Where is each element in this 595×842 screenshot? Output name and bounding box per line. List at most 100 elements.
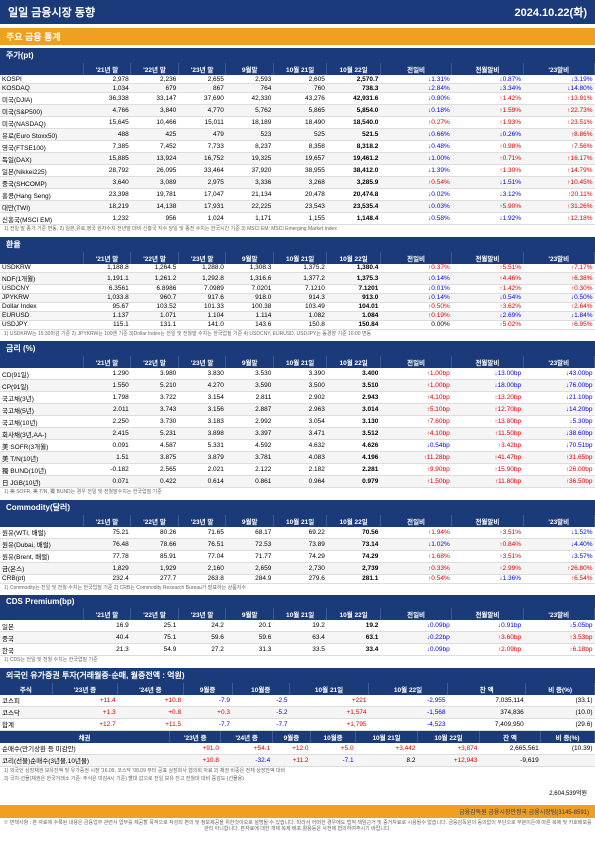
cell: -7.1 xyxy=(311,754,356,766)
cell: 960.7 xyxy=(131,293,179,302)
cell: +3,442 xyxy=(356,743,418,755)
cell: 중국(SHCOMP) xyxy=(0,177,83,189)
cell: ↑16.17% xyxy=(523,153,594,165)
cell: ↓0.50% xyxy=(523,293,594,302)
cell: 2.250 xyxy=(83,416,131,428)
cell: +221 xyxy=(290,695,369,707)
cell: 20,478 xyxy=(273,189,327,201)
cell: 74.29 xyxy=(327,550,381,562)
cell: 80.26 xyxy=(131,527,179,539)
cell: 0.861 xyxy=(226,476,274,488)
col-header: '23말비 xyxy=(523,515,594,527)
table-row: 美 T/N(10년)1.513.8753.8793.7814.0834.196↑… xyxy=(0,452,595,464)
cell: ↓0.14% xyxy=(380,293,451,302)
col-header: 10월 22일 xyxy=(327,515,381,527)
cell: 중국 xyxy=(0,632,83,644)
cell: 회사채(3년,AA-) xyxy=(0,428,83,440)
cell: EURUSD xyxy=(0,311,83,320)
cell: 131.1 xyxy=(131,320,179,329)
cell: 75.1 xyxy=(131,632,179,644)
cell: 3.980 xyxy=(131,368,179,380)
cell: 3.743 xyxy=(131,404,179,416)
data-table-1: '21년 말'22년 말'23년 말9월말10월 21일10월 22일전일비전월… xyxy=(0,252,595,330)
cell: ↓5.05bp xyxy=(523,620,594,632)
cell: Dollar Index xyxy=(0,302,83,311)
cell: ↑0.30% xyxy=(523,284,594,293)
cell: 1.084 xyxy=(327,311,381,320)
table-row: EURUSD1.1371.0711.1041.1141.0821.084↑0.1… xyxy=(0,311,595,320)
col-header: 10월 22일 xyxy=(327,608,381,620)
cell: 3.183 xyxy=(178,416,226,428)
cell: USDJPY xyxy=(0,320,83,329)
cell: 20.1 xyxy=(226,620,274,632)
cell: 33,464 xyxy=(178,165,226,177)
cell: ↑31.65bp xyxy=(523,452,594,464)
col-header: 9월말 xyxy=(226,608,274,620)
cell: 3.830 xyxy=(178,368,226,380)
cell: +0.3 xyxy=(183,706,232,718)
cell: 0.00% xyxy=(380,320,451,329)
cell: 7.0201 xyxy=(226,284,274,293)
cell: 1,380.4 xyxy=(327,264,381,273)
table-row: 원유(WTI, 배럴)75.2180.2671.6568.1769.2270.5… xyxy=(0,527,595,539)
table-row: 독일(DAX)15,88513,92416,75219,32519,65719,… xyxy=(0,153,595,165)
cell: ↓4.40% xyxy=(523,538,594,550)
cell: 16,752 xyxy=(178,153,226,165)
col-header: '21년 말 xyxy=(83,252,131,264)
cell: ↑11.28bp xyxy=(380,452,451,464)
cell: 2.887 xyxy=(226,404,274,416)
table-row: Dollar Index95.67103.52101.33100.38103.4… xyxy=(0,302,595,311)
table-row: JPYKRW1,033.8960.7917.6918.0914.3913.0↓0… xyxy=(0,293,595,302)
table-row: 미국(S&P500)4,7663,8404,7705,7625,8655,854… xyxy=(0,105,595,117)
col-header: '22년 말 xyxy=(131,356,179,368)
cell: ↑1.50bp xyxy=(380,476,451,488)
table-title-0: 주가(pt) xyxy=(0,48,595,63)
table-note: 1) 美 SOFR, 美 T/N, 獨 BUND는 경우 전일 및 전월말수치는… xyxy=(0,488,595,497)
cell: ↑13.20bp xyxy=(452,392,523,404)
cell: 43,276 xyxy=(273,93,327,105)
cell: 3,285.9 xyxy=(327,177,381,189)
cell: 2.281 xyxy=(327,464,381,476)
cell: ↑5.90% xyxy=(452,201,523,213)
cell: 18,540.0 xyxy=(327,117,381,129)
table-title-1: 환율 xyxy=(0,237,595,252)
disclaimer: ※ 면책사항 : 본 자료에 수록된 내용은 금융업무 관련서 업무를 제공할 … xyxy=(0,818,595,835)
cell: +10.8 xyxy=(118,695,183,707)
cell: 8.2 xyxy=(356,754,418,766)
cell: 33.5 xyxy=(273,644,327,656)
col-header: 10월 22일 xyxy=(369,683,448,695)
cell: 3.397 xyxy=(226,428,274,440)
cell: 263.8 xyxy=(178,574,226,583)
cell: ↑4.46% xyxy=(452,272,523,284)
col-header: '22년 말 xyxy=(131,63,179,75)
cell: ↑5.02% xyxy=(452,320,523,329)
cell: 5,854.0 xyxy=(327,105,381,117)
cell: 679 xyxy=(131,84,179,93)
cell: ↓0.22bp xyxy=(380,632,451,644)
cell: 37,690 xyxy=(178,93,226,105)
col-header: 10월 21일 xyxy=(273,515,327,527)
table-row: 신흥국(MSCI EM)1,2329561,0241,1711,1551,148… xyxy=(0,213,595,225)
cell: 914.3 xyxy=(273,293,327,302)
cell: 2,655 xyxy=(178,75,226,84)
table-row: 코리(선물)순매수(3년물,10년물)+10.8-32.4+11.2-7.18.… xyxy=(0,754,595,766)
table-row: 미국(NASDAQ)15,64510,46615,01118,18918,490… xyxy=(0,117,595,129)
cell: 63.1 xyxy=(327,632,381,644)
col-header: 전일비 xyxy=(380,515,451,527)
cell: 3.400 xyxy=(327,368,381,380)
cell: ↑1.30% xyxy=(452,165,523,177)
cell: 104.01 xyxy=(327,302,381,311)
col-header: 9월중 xyxy=(183,683,232,695)
cell: 2.565 xyxy=(131,464,179,476)
cell: 77.78 xyxy=(83,550,131,562)
cell: 국고채(10년) xyxy=(0,416,83,428)
cell: 71.77 xyxy=(226,550,274,562)
cell: 1,261.2 xyxy=(131,272,179,284)
cell: +54.1 xyxy=(221,743,272,755)
cell: 75.21 xyxy=(83,527,131,539)
cell: 1.071 xyxy=(131,311,179,320)
cell: 2,160 xyxy=(178,562,226,574)
col-header: 10월 21일 xyxy=(273,252,327,264)
header-title: 일일 금융시장 동향 xyxy=(8,4,95,20)
cell: 78.66 xyxy=(131,538,179,550)
